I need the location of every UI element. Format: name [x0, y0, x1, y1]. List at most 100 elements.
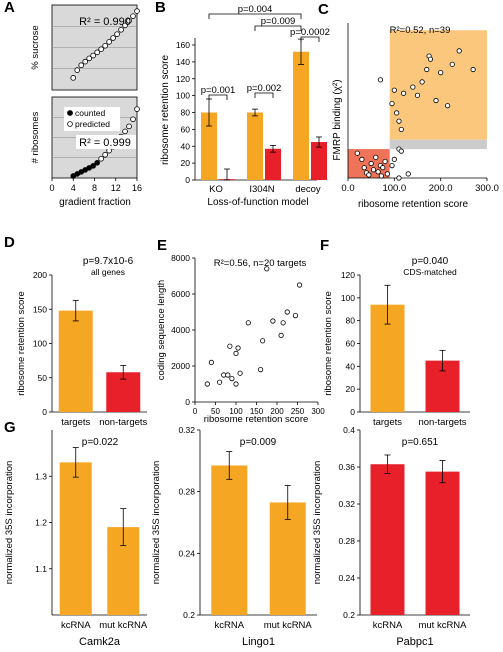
bar	[247, 112, 263, 180]
legend-marker-open	[67, 121, 73, 127]
data-point	[110, 35, 116, 41]
data-point	[419, 79, 425, 85]
y-tick-label: 0.32	[338, 499, 355, 509]
x-tick-label: 50	[211, 407, 220, 416]
y-axis-label: ribosome retention score	[323, 291, 334, 396]
data-point	[394, 110, 400, 116]
data-point	[270, 318, 276, 324]
x-tick-label: non-targets	[99, 417, 147, 428]
data-point	[292, 312, 299, 319]
chart-B: 0 20 40 60 80 100 120 140 160 KO I304N decoy Loss-of…	[160, 4, 330, 208]
data-point	[284, 309, 290, 315]
x-axis-label: gradient fraction	[59, 197, 131, 208]
p-value-label: p=0.022	[82, 437, 119, 448]
bar	[293, 51, 309, 180]
y-tick-label: 0.2	[183, 610, 195, 620]
y-tick-label: 0.2	[343, 610, 355, 620]
x-axis-label: Loss-of-function model	[207, 197, 308, 208]
y-tick-label: 1.3	[35, 471, 47, 481]
bar	[201, 112, 217, 180]
panel-label: C	[318, 1, 329, 18]
data-point	[90, 52, 96, 59]
bar	[59, 462, 92, 615]
x-tick-label: 16	[132, 183, 142, 193]
bar	[269, 502, 306, 615]
data-point	[106, 39, 112, 45]
data-point	[102, 42, 108, 49]
y-tick-label: 8000	[171, 253, 190, 263]
p-value-subtitle: all genes	[91, 267, 125, 277]
x-tick-label: kcRNA	[214, 620, 244, 631]
p-value-subtitle: CDS-matched	[403, 267, 457, 277]
y-axis-label: normalized 35S incorporation	[312, 461, 323, 585]
data-point	[427, 56, 434, 62]
data-point	[410, 84, 416, 90]
data-point	[380, 165, 386, 171]
data-point	[405, 171, 411, 177]
y-axis-label: ribosome retention score	[16, 291, 27, 396]
x-tick-label: 100.0	[382, 183, 406, 194]
annotation-background	[76, 135, 136, 149]
data-point	[278, 332, 284, 338]
p-value-label: p=9.7x10-6	[83, 256, 134, 267]
data-point	[373, 154, 379, 160]
y-tick-label: 150	[33, 304, 47, 314]
panel-label: B	[155, 0, 166, 16]
data-point	[389, 101, 395, 107]
data-point	[378, 173, 384, 179]
data-point	[375, 169, 381, 175]
y-tick-label: 0	[185, 397, 190, 407]
chart-G2: 0.2 0.24 0.28 0.32 kcRNA mut kcRNA normalized …	[151, 425, 317, 648]
y-tick-label: 80	[346, 316, 356, 326]
data-point	[260, 338, 266, 344]
r-squared-annotation: R² = 0.999	[79, 137, 131, 149]
r-squared-annotation: R²=0.56, n=20 targets	[214, 258, 307, 269]
y-tick-label: 0	[42, 407, 47, 417]
data-point	[229, 375, 235, 382]
highlight-region	[389, 139, 487, 150]
x-tick-label: targets	[373, 417, 402, 428]
x-tick-label: I304N	[249, 184, 274, 195]
bar	[58, 310, 93, 412]
y-tick-label: 4000	[171, 325, 190, 335]
x-tick-label: kcRNA	[373, 620, 403, 631]
y-tick-label: 60	[181, 124, 191, 134]
y-tick-label: 200	[33, 270, 47, 280]
x-tick-label: 300.0	[475, 183, 499, 194]
data-point	[134, 8, 140, 14]
significance-bracket	[254, 25, 302, 31]
p-value-label: p=0.002	[247, 83, 282, 94]
chart-A1: % sucrose R² = 0.990	[30, 4, 140, 91]
data-point	[366, 172, 372, 178]
legend-box	[64, 107, 120, 131]
x-tick-label: 12	[111, 183, 121, 193]
y-tick-label: 50	[38, 373, 48, 383]
y-tick-label: 0.36	[338, 462, 355, 472]
x-tick-label: 300	[311, 407, 325, 416]
chart-G3: 0.2 0.24 0.28 0.32 0.36 0.4 kcRNA mut kcRNA norm…	[312, 425, 470, 648]
data-point	[118, 26, 124, 33]
data-point	[122, 128, 128, 135]
significance-bracket	[254, 92, 274, 98]
x-tick-label: 4	[71, 183, 76, 193]
bar	[311, 142, 327, 180]
y-tick-label: 120	[176, 74, 190, 84]
y-axis-label: FMRP binding (χ²)	[332, 79, 343, 160]
x-axis-label: ribosome retention score	[204, 414, 309, 425]
significance-bracket	[208, 13, 302, 19]
y-tick-label: 0.32	[178, 425, 195, 435]
y-tick-label: 100	[176, 91, 190, 101]
data-point	[370, 167, 377, 173]
x-tick-label: mut kcRNA	[418, 620, 467, 631]
bar	[211, 465, 248, 615]
data-point	[82, 58, 89, 65]
x-tick-label: targets	[61, 417, 90, 428]
data-point	[449, 61, 455, 67]
data-point	[384, 171, 390, 177]
data-point	[354, 150, 360, 156]
y-tick-label: 60	[346, 339, 356, 349]
data-point	[90, 163, 96, 169]
data-point	[438, 70, 444, 76]
gene-name: Lingo1	[242, 636, 275, 648]
data-point	[398, 148, 404, 154]
